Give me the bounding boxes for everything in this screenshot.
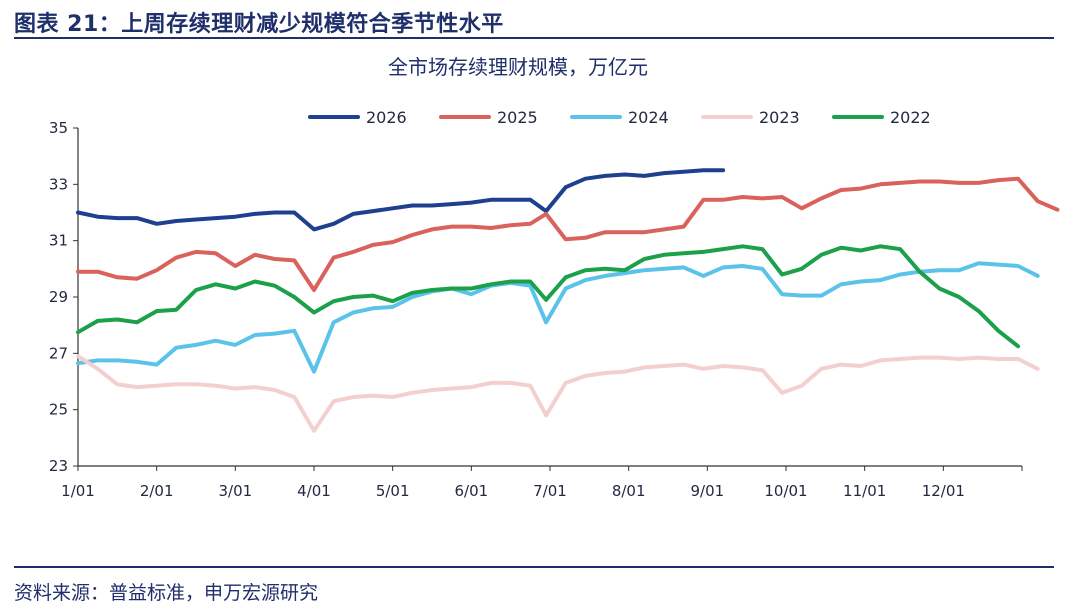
y-tick-label: 35 xyxy=(49,119,68,137)
chart-legend: 2026 2025 2024 2023 2022 xyxy=(308,108,931,127)
x-tick-label: 7/01 xyxy=(533,482,567,500)
line-chart: 全市场存续理财规模，万亿元 2026 2025 2024 2023 2022 23252… xyxy=(49,55,1060,500)
x-tick-label: 2/01 xyxy=(140,482,174,500)
x-tick-label: 5/01 xyxy=(376,482,410,500)
y-tick-label: 25 xyxy=(49,401,68,419)
y-tick-label: 31 xyxy=(49,232,68,250)
chart-axes: 23 25 27 29 31 33 35 1/01 2/01 3/01 4/01 5/01 6/01 7/… xyxy=(49,119,1023,500)
x-tick-label: 12/01 xyxy=(922,482,965,500)
legend-label-2023: 2023 xyxy=(759,108,800,127)
series-line-2022 xyxy=(76,244,1021,349)
footer-rule xyxy=(14,566,1054,568)
series-line-2026 xyxy=(76,168,726,232)
x-tick-label: 8/01 xyxy=(612,482,646,500)
x-tick-label: 10/01 xyxy=(764,482,807,500)
legend-label-2024: 2024 xyxy=(628,108,669,127)
x-tick-label: 1/01 xyxy=(61,482,95,500)
source-note: 资料来源：普益标准，申万宏源研究 xyxy=(14,582,319,604)
series-line-2025 xyxy=(76,176,1060,292)
legend-label-2022: 2022 xyxy=(890,108,931,127)
y-tick-label: 33 xyxy=(49,175,68,193)
x-tick-label: 9/01 xyxy=(690,482,724,500)
x-tick-label: 11/01 xyxy=(843,482,886,500)
chart-series xyxy=(76,168,1060,433)
x-tick-label: 6/01 xyxy=(454,482,488,500)
y-tick-label: 29 xyxy=(49,288,68,306)
series-line-2024 xyxy=(76,261,1040,374)
x-tick-label: 4/01 xyxy=(297,482,331,500)
y-tick-label: 23 xyxy=(49,457,68,475)
legend-label-2026: 2026 xyxy=(366,108,407,127)
series-line-2023 xyxy=(76,354,1040,433)
figure-title: 图表 21：上周存续理财减少规模符合季节性水平 xyxy=(14,12,504,37)
legend-label-2025: 2025 xyxy=(497,108,538,127)
x-tick-label: 3/01 xyxy=(218,482,252,500)
y-tick-label: 27 xyxy=(49,344,68,362)
chart-title: 全市场存续理财规模，万亿元 xyxy=(388,55,648,79)
title-rule xyxy=(14,37,1054,39)
